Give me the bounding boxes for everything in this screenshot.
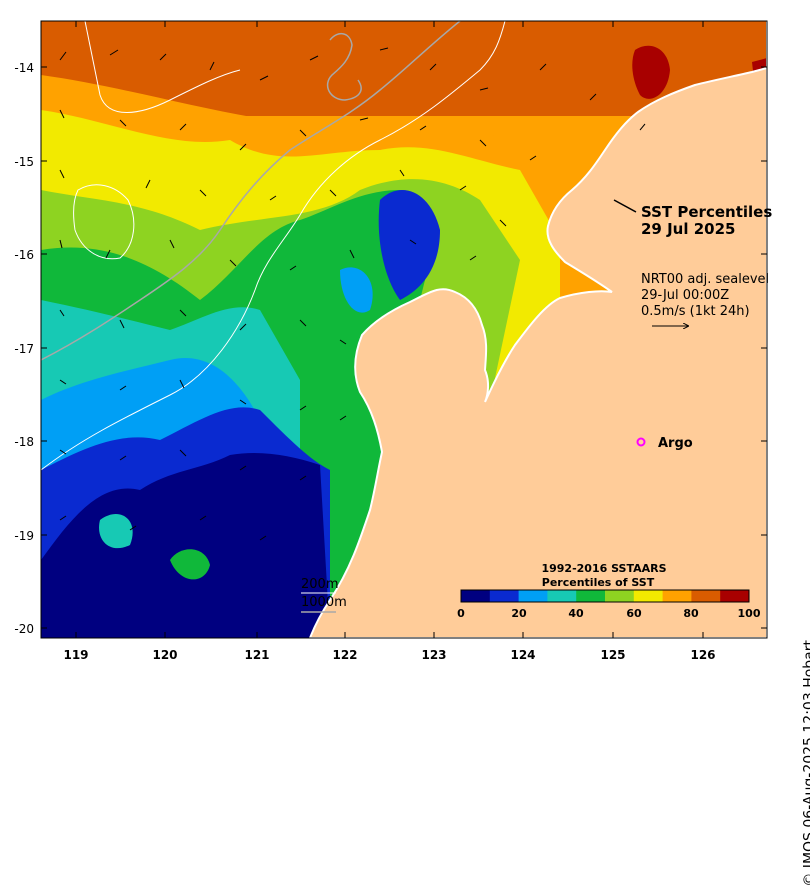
x-tick-label: 125 bbox=[600, 648, 625, 662]
credit-text: © IMOS 06-Aug-2025 12:03 Hobart bbox=[802, 640, 810, 887]
colorbar-swatch bbox=[461, 590, 491, 602]
contour-1000m-label: 1000m bbox=[301, 595, 347, 610]
colorbar-swatch bbox=[662, 590, 692, 602]
colorbar-swatch bbox=[547, 590, 577, 602]
colorbar-swatch bbox=[576, 590, 606, 602]
colorbar-swatch bbox=[633, 590, 664, 602]
contour-200m-label: 200m bbox=[301, 577, 338, 592]
axis-ticks bbox=[41, 21, 767, 638]
contour-200m bbox=[41, 21, 506, 471]
title-pointer bbox=[613, 199, 637, 213]
map-area bbox=[41, 21, 767, 638]
land-mass bbox=[308, 21, 767, 638]
colorbar-tick: 0 bbox=[457, 607, 465, 620]
y-tick-label: -17 bbox=[14, 342, 34, 356]
colorbar-tick: 60 bbox=[626, 607, 642, 620]
colorbar-frame bbox=[460, 589, 750, 603]
colorbar: 1992-2016 SSTAARS Percentiles of SST 0 2… bbox=[457, 562, 761, 620]
x-tick-label: 122 bbox=[332, 648, 357, 662]
y-tick-label: -15 bbox=[14, 155, 34, 169]
map-frame bbox=[40, 20, 768, 639]
colorbar-tick: 20 bbox=[511, 607, 527, 620]
current-vectors bbox=[59, 47, 646, 541]
colorbar-swatch bbox=[518, 590, 548, 602]
colorbar-swatch bbox=[720, 590, 750, 602]
colorbar-subtitle: Percentiles of SST bbox=[542, 576, 655, 589]
colorbar-swatch bbox=[691, 590, 721, 602]
map-title: SST Percentiles bbox=[641, 203, 772, 221]
x-tick-label: 119 bbox=[63, 648, 88, 662]
y-tick-label: -14 bbox=[14, 61, 34, 75]
current-time: 29-Jul 00:00Z bbox=[641, 288, 729, 303]
sst-band-darkblue bbox=[41, 453, 330, 638]
sst-percentile-map: 119 120 121 122 123 124 125 126 -14 -15 … bbox=[14, 20, 772, 662]
y-tick-label: -18 bbox=[14, 435, 34, 449]
x-tick-label: 121 bbox=[244, 648, 269, 662]
x-tick-label: 124 bbox=[510, 648, 535, 662]
argo-marker bbox=[636, 437, 646, 447]
y-tick-label: -19 bbox=[14, 529, 34, 543]
map-date: 29 Jul 2025 bbox=[641, 220, 735, 238]
current-product: NRT00 adj. sealevel bbox=[641, 272, 769, 287]
colorbar-swatch bbox=[605, 590, 635, 602]
argo-label: Argo bbox=[658, 436, 693, 451]
y-tick-label: -16 bbox=[14, 248, 34, 262]
x-tick-label: 120 bbox=[152, 648, 177, 662]
x-tick-label: 126 bbox=[690, 648, 715, 662]
colorbar-title: 1992-2016 SSTAARS bbox=[541, 562, 666, 575]
colorbar-tick: 100 bbox=[738, 607, 761, 620]
x-tick-label: 123 bbox=[421, 648, 446, 662]
colorbar-swatch bbox=[489, 590, 520, 602]
y-tick-label: -20 bbox=[14, 622, 34, 636]
colorbar-tick: 40 bbox=[568, 607, 584, 620]
current-scale-label: 0.5m/s (1kt 24h) bbox=[641, 304, 750, 319]
colorbar-tick: 80 bbox=[683, 607, 699, 620]
contour-1000m bbox=[41, 21, 461, 361]
